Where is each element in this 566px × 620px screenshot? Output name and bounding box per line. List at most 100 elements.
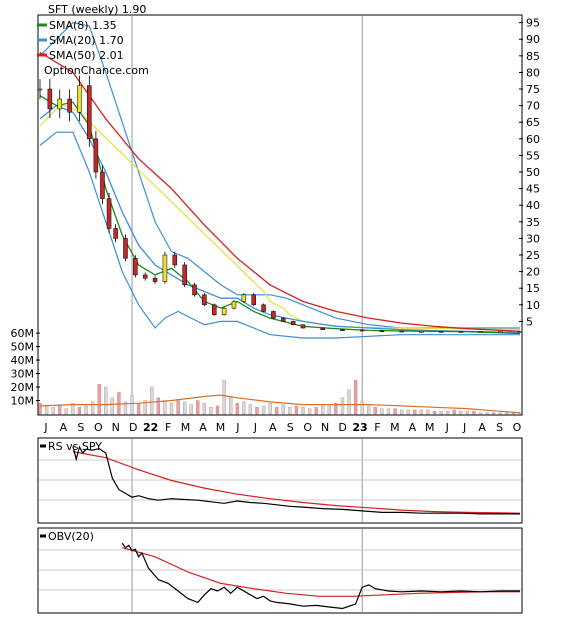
x-month-label: J <box>235 421 239 434</box>
volume-bar <box>373 407 377 415</box>
x-month-label: F <box>374 421 380 434</box>
volume-bar <box>380 408 384 415</box>
x-month-label: A <box>478 421 486 434</box>
volume-bar <box>301 407 305 415</box>
volume-bar <box>386 408 391 415</box>
volume-bar <box>51 407 55 415</box>
price-tick-label: 80 <box>526 66 540 79</box>
volume-average-line <box>39 394 521 414</box>
candle-body <box>123 238 128 259</box>
volume-tick-label: 60M <box>11 327 35 340</box>
x-month-label: S <box>287 421 294 434</box>
x-month-label: O <box>303 421 312 434</box>
x-month-label: O <box>513 421 522 434</box>
x-month-label: O <box>94 421 103 434</box>
volume-bar <box>156 397 161 415</box>
volume-bar <box>64 408 68 415</box>
x-month-label: N <box>112 421 120 434</box>
volume-bar <box>44 405 49 415</box>
x-month-label: A <box>60 421 68 434</box>
obv-panel-label: OBV(20) <box>48 530 94 543</box>
volume-bar <box>314 407 318 415</box>
candle-body <box>478 331 483 333</box>
price-tick-label: 10 <box>526 299 540 312</box>
volume-bar <box>150 386 154 415</box>
volume-bar <box>419 409 424 415</box>
volume-bar <box>110 397 114 415</box>
candle-body <box>458 331 464 333</box>
volume-bar <box>235 403 239 415</box>
volume-bar <box>261 405 266 415</box>
price-tick-label: 50 <box>526 166 540 179</box>
price-tick-label: 15 <box>526 282 540 295</box>
candle-body <box>231 301 237 309</box>
volume-bar <box>229 397 233 415</box>
x-month-label: A <box>199 421 207 434</box>
volume-bar <box>465 411 470 415</box>
x-month-label: M <box>390 421 400 434</box>
candle-body <box>438 331 444 333</box>
volume-bar <box>268 403 272 415</box>
volume-bar <box>393 408 397 415</box>
volume-bar <box>452 409 456 415</box>
price-tick-label: 95 <box>526 17 540 30</box>
price-tick-label: 20 <box>526 266 540 279</box>
candle-body <box>221 307 227 316</box>
rs-average-line <box>72 451 521 514</box>
price-tick-label: 75 <box>526 83 540 96</box>
volume-bar <box>38 403 42 415</box>
obv-average-line <box>122 547 520 597</box>
price-axis-ticks: 95 90 85 80 75 70 65 60 55 50 45 40 35 30 25 20 15 10 5 <box>519 17 540 328</box>
legend-sma50: SMA(50) 2.01 <box>49 49 124 62</box>
x-month-label: A <box>409 421 417 434</box>
price-tick-label: 35 <box>526 216 540 229</box>
price-tick-label: 70 <box>526 100 540 113</box>
candle-body <box>399 330 404 333</box>
volume-bar <box>367 405 371 415</box>
x-month-label: A <box>269 421 277 434</box>
price-tick-label: 25 <box>526 249 540 262</box>
price-tick-label: 55 <box>526 149 540 162</box>
volume-bar <box>130 394 134 415</box>
volume-bar <box>472 411 476 415</box>
volume-bar <box>478 412 483 415</box>
volume-bar <box>143 400 147 415</box>
volume-bar <box>202 403 207 415</box>
volume-bar <box>294 405 299 415</box>
x-month-label: N <box>321 421 329 434</box>
volume-bar <box>399 409 404 415</box>
volume-bar <box>84 405 88 415</box>
volume-bar <box>77 407 82 415</box>
volume-bar <box>136 403 141 415</box>
x-axis-labels: J A S O N D 22 F M A M J J A S O N D 23 F M A M J J A S O <box>43 421 521 434</box>
price-tick-label: 60 <box>526 133 540 146</box>
volume-bar <box>307 408 312 415</box>
candle-body <box>172 254 178 266</box>
candle-body <box>192 284 197 296</box>
candle-body <box>162 254 168 282</box>
candle-body <box>379 330 385 332</box>
volume-bar <box>189 404 193 415</box>
candle-body <box>77 85 82 113</box>
rs-line <box>72 445 520 515</box>
volume-bar <box>340 397 345 415</box>
price-tick-label: 40 <box>526 199 540 212</box>
candle-body <box>261 304 266 312</box>
candle-body <box>47 88 53 110</box>
price-tick-label: 5 <box>526 315 533 328</box>
volume-tick-label: 10M <box>11 395 35 408</box>
volume-bar <box>426 409 430 415</box>
x-month-label: M <box>216 421 226 434</box>
volume-bar <box>459 411 463 415</box>
volume-bar <box>275 407 279 415</box>
volume-bar <box>169 403 174 415</box>
volume-bar <box>505 412 509 415</box>
candle-body <box>300 324 306 329</box>
volume-bar <box>360 401 364 415</box>
x-month-label: S <box>496 421 503 434</box>
volume-bar <box>288 407 292 415</box>
candle-body <box>113 228 118 239</box>
x-month-label: D <box>338 421 346 434</box>
